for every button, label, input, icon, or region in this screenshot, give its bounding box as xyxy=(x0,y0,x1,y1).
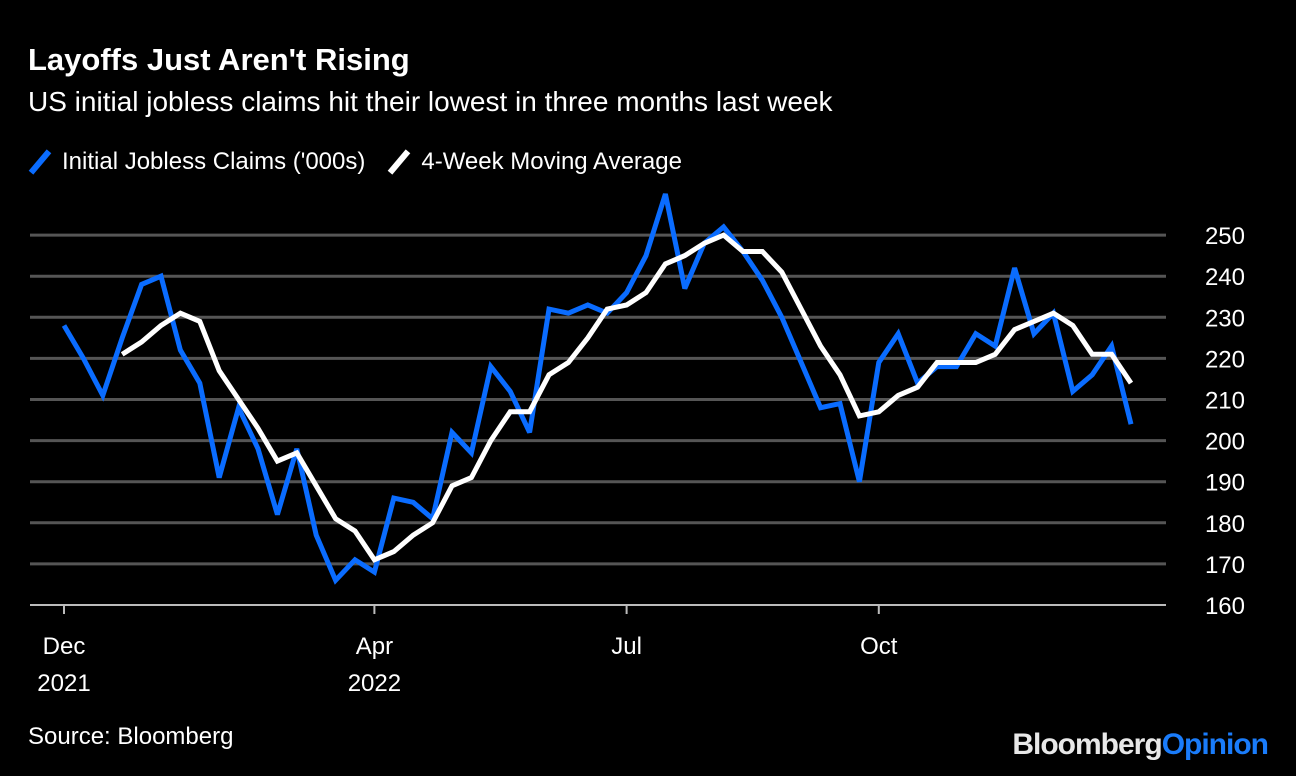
legend-label-average: 4-Week Moving Average xyxy=(421,148,682,175)
y-tick-label: 200 xyxy=(1205,429,1245,456)
x-tick-label: Jul xyxy=(611,633,642,660)
y-tick-label: 190 xyxy=(1205,470,1245,497)
series-line-average xyxy=(120,232,1134,563)
legend-item-claims: Initial Jobless Claims ('000s) xyxy=(28,148,365,176)
legend: Initial Jobless Claims ('000s) 4-Week Mo… xyxy=(28,148,704,176)
y-tick-label: 240 xyxy=(1205,264,1245,291)
y-tick-label: 230 xyxy=(1205,305,1245,332)
x-tick-label: Apr xyxy=(356,633,393,660)
bloomberg-opinion-logo: BloombergOpinion xyxy=(1012,728,1269,762)
y-tick-label: 250 xyxy=(1205,223,1245,250)
x-tick-year-label: 2021 xyxy=(37,670,90,697)
y-tick-label: 210 xyxy=(1205,388,1245,415)
logo-opinion: Opinion xyxy=(1161,728,1269,761)
legend-item-average: 4-Week Moving Average xyxy=(387,148,682,176)
y-tick-label: 220 xyxy=(1205,346,1245,373)
x-tick-label: Dec xyxy=(43,633,86,660)
y-tick-label: 170 xyxy=(1205,552,1245,579)
source-note: Source: Bloomberg xyxy=(28,723,234,750)
logo-bloomberg: Bloomberg xyxy=(1012,728,1162,761)
legend-label-claims: Initial Jobless Claims ('000s) xyxy=(62,148,366,175)
x-tick-year-label: 2022 xyxy=(348,670,401,697)
chart-title: Layoffs Just Aren't Rising xyxy=(28,42,410,77)
series-line-claims xyxy=(61,193,1134,585)
chart-subtitle: US initial jobless claims hit their lowe… xyxy=(28,86,833,117)
y-tick-label: 160 xyxy=(1205,593,1245,620)
x-tick-label: Oct xyxy=(860,633,898,660)
y-tick-label: 180 xyxy=(1205,511,1245,538)
